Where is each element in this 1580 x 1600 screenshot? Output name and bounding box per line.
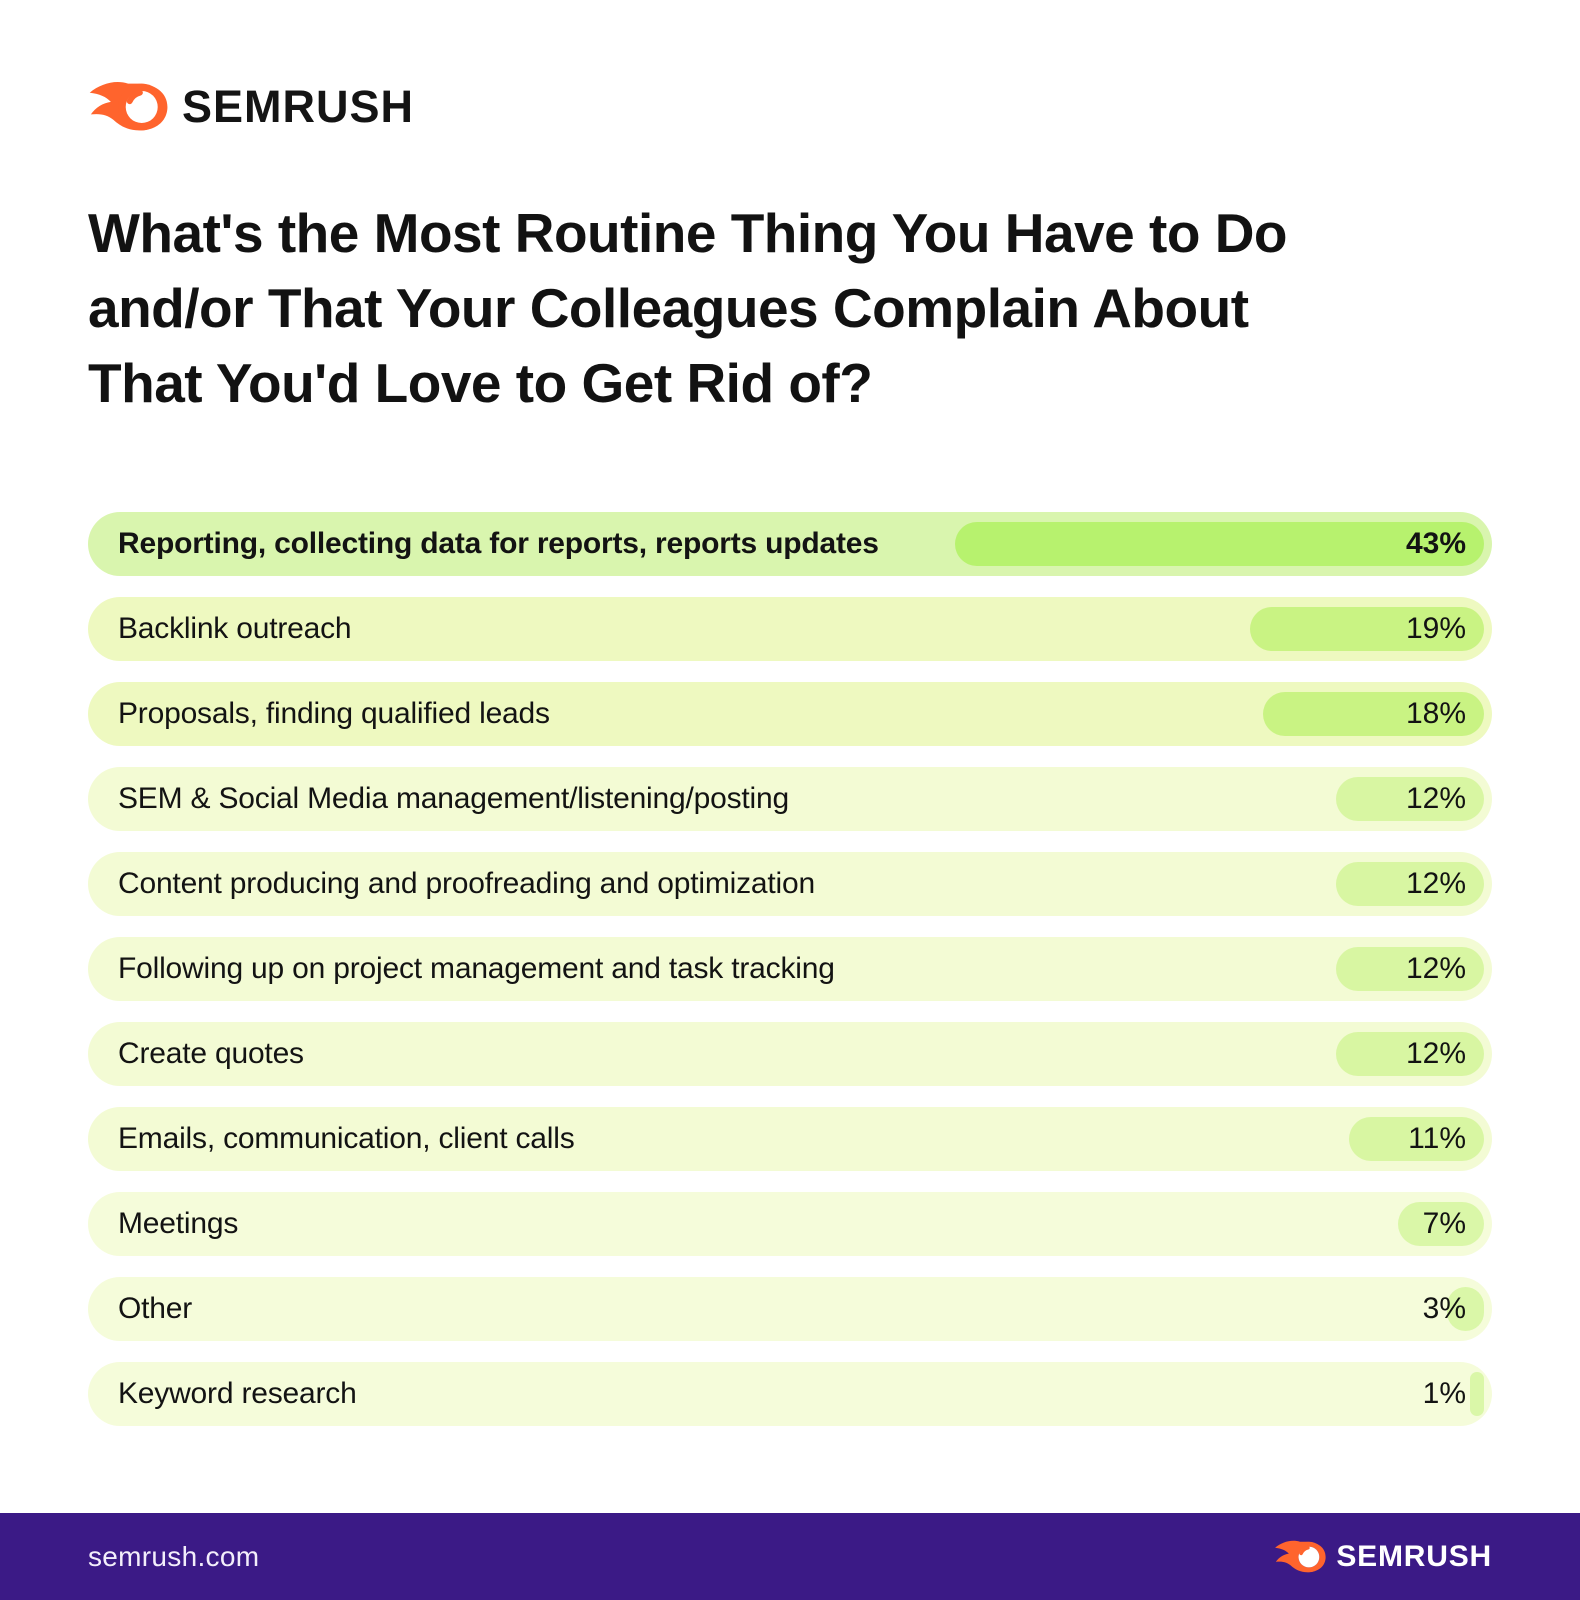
value-bar bbox=[1447, 1287, 1484, 1331]
chart-row: Following up on project management and t… bbox=[88, 937, 1492, 1001]
title-line-3: That You'd Love to Get Rid of? bbox=[88, 352, 873, 414]
category-label: Emails, communication, client calls bbox=[118, 1122, 575, 1155]
chart-row: Proposals, finding qualified leads 18% bbox=[88, 682, 1492, 746]
category-label: Backlink outreach bbox=[118, 612, 352, 645]
value-label: 1% bbox=[1422, 1377, 1466, 1410]
footer-semrush-flame-icon bbox=[1275, 1540, 1327, 1572]
value-label: 12% bbox=[1405, 867, 1466, 900]
category-label: Following up on project management and t… bbox=[118, 952, 835, 985]
category-label: Proposals, finding qualified leads bbox=[118, 697, 550, 730]
category-label: Reporting, collecting data for reports, … bbox=[118, 527, 879, 560]
category-label: Keyword research bbox=[118, 1377, 357, 1410]
footer-site-url: semrush.com bbox=[88, 1540, 260, 1572]
value-bar bbox=[1470, 1372, 1484, 1416]
chart-row: Reporting, collecting data for reports, … bbox=[88, 512, 1492, 576]
footer-bar: semrush.com SEMRUSH bbox=[0, 1513, 1580, 1600]
category-label: Other bbox=[118, 1292, 193, 1325]
chart-row: Meetings 7% bbox=[88, 1192, 1492, 1256]
value-label: 12% bbox=[1405, 782, 1466, 815]
semrush-logo: SEMRUSH bbox=[88, 78, 414, 136]
bar-rows: Reporting, collecting data for reports, … bbox=[88, 512, 1492, 1426]
value-label: 12% bbox=[1405, 1037, 1466, 1070]
chart-row: Other 3% bbox=[88, 1277, 1492, 1341]
value-label: 43% bbox=[1405, 527, 1466, 560]
value-bar bbox=[1336, 1032, 1484, 1076]
category-label: SEM & Social Media management/listening/… bbox=[118, 782, 789, 815]
title-line-1: What's the Most Routine Thing You Have t… bbox=[88, 202, 1288, 264]
chart-row: Keyword research 1% bbox=[88, 1362, 1492, 1426]
value-bar bbox=[1250, 607, 1484, 651]
chart-row: SEM & Social Media management/listening/… bbox=[88, 767, 1492, 831]
value-label: 11% bbox=[1408, 1122, 1466, 1155]
semrush-flame-icon bbox=[89, 82, 168, 131]
value-bar bbox=[1336, 777, 1484, 821]
value-label: 12% bbox=[1405, 952, 1466, 985]
value-label: 19% bbox=[1405, 612, 1466, 645]
value-bar bbox=[1336, 947, 1484, 991]
chart-row: Create quotes 12% bbox=[88, 1022, 1492, 1086]
page-title: What's the Most Routine Thing You Have t… bbox=[88, 196, 1288, 421]
footer-semrush-logo: SEMRUSH bbox=[1274, 1538, 1492, 1576]
value-bar bbox=[1336, 862, 1484, 906]
value-bar bbox=[1348, 1117, 1484, 1161]
semrush-logo-text: SEMRUSH bbox=[182, 81, 415, 132]
category-label: Meetings bbox=[118, 1207, 239, 1240]
category-label: Content producing and proofreading and o… bbox=[118, 867, 815, 900]
footer-semrush-logo-text: SEMRUSH bbox=[1336, 1539, 1492, 1573]
title-line-2: and/or That Your Colleagues Complain Abo… bbox=[88, 277, 1249, 339]
chart-row: Content producing and proofreading and o… bbox=[88, 852, 1492, 916]
value-label: 18% bbox=[1405, 697, 1466, 730]
value-label: 3% bbox=[1422, 1292, 1466, 1325]
value-bar bbox=[1397, 1202, 1484, 1246]
value-bar bbox=[1262, 692, 1484, 736]
value-label: 7% bbox=[1422, 1207, 1466, 1240]
chart-row: Emails, communication, client calls 11% bbox=[88, 1107, 1492, 1171]
chart-row: Backlink outreach 19% bbox=[88, 597, 1492, 661]
value-bar bbox=[955, 522, 1484, 566]
category-label: Create quotes bbox=[118, 1037, 304, 1070]
